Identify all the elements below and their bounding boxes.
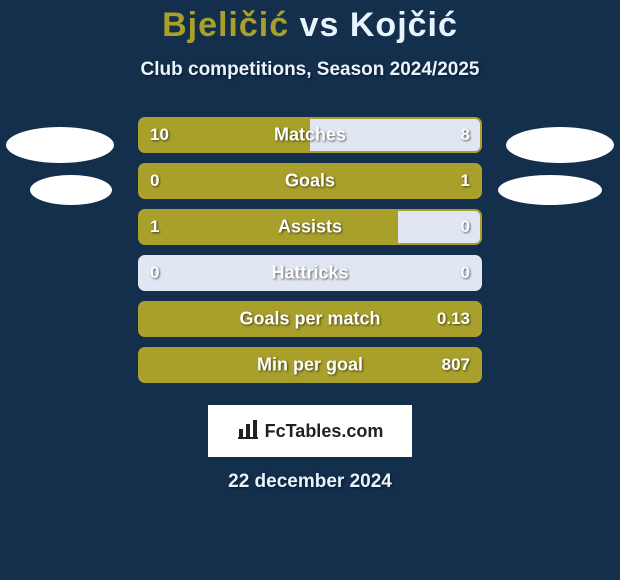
comparison-title: Bjeličić vs Kojčić xyxy=(0,0,620,45)
chart-icon xyxy=(237,419,259,444)
stat-value-left: 0 xyxy=(150,263,159,283)
stat-bar: 0 0Hattricks xyxy=(138,255,482,291)
stat-value-right: 0 xyxy=(461,217,470,237)
brand-text: FcTables.com xyxy=(265,421,384,442)
stat-bar: 108Matches xyxy=(138,117,482,153)
stat-fill-right xyxy=(201,165,480,197)
fctables-badge[interactable]: FcTables.com xyxy=(208,405,412,457)
stat-label: Hattricks xyxy=(140,263,480,284)
player1-club-placeholder xyxy=(30,175,112,205)
title-vs: vs xyxy=(300,6,340,44)
stat-fill-left xyxy=(140,119,310,151)
player1-avatar-placeholder xyxy=(6,127,114,163)
player1-name: Bjeličić xyxy=(162,6,289,44)
stat-value-right: 0 xyxy=(461,263,470,283)
stat-bar: 01Goals xyxy=(138,163,482,199)
stat-bar: 10Assists xyxy=(138,209,482,245)
player2-club-placeholder xyxy=(498,175,602,205)
stat-fill-left xyxy=(140,211,398,243)
player2-name: Kojčić xyxy=(350,6,458,44)
player2-avatar-placeholder xyxy=(506,127,614,163)
stat-bars-container: 108Matches01Goals10Assists00Hattricks0.1… xyxy=(138,117,482,393)
stat-fill-left xyxy=(140,303,480,335)
stat-value-right: 8 xyxy=(461,125,470,145)
comparison-stage: 108Matches01Goals10Assists00Hattricks0.1… xyxy=(0,117,620,397)
stat-fill-left xyxy=(140,165,201,197)
stat-fill-left xyxy=(140,349,480,381)
stat-bar: 807Min per goal xyxy=(138,347,482,383)
stat-bar: 0.13Goals per match xyxy=(138,301,482,337)
date-text: 22 december 2024 xyxy=(0,471,620,493)
subtitle-text: Club competitions, Season 2024/2025 xyxy=(0,59,620,81)
